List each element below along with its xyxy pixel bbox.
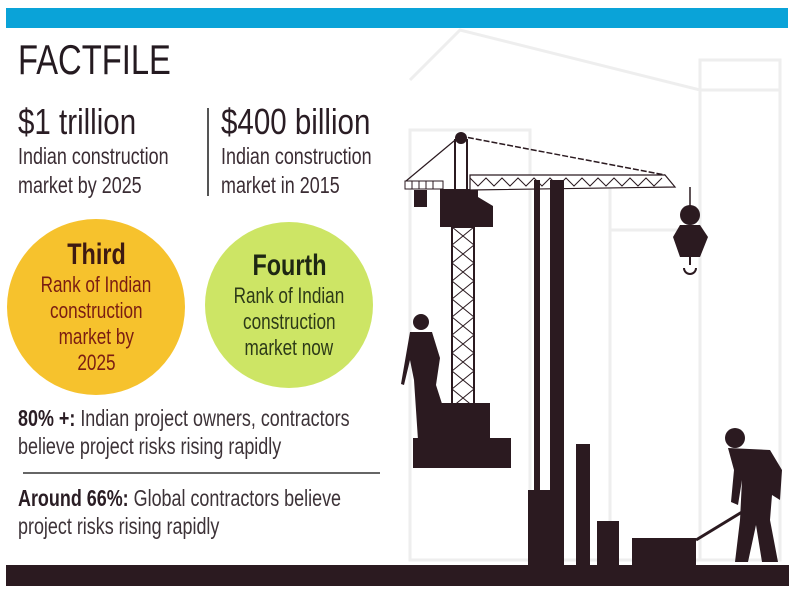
rank-third-badge: Third Rank of Indian construction market… bbox=[7, 219, 185, 395]
note-label: Around 66%: bbox=[18, 485, 129, 511]
notes-divider bbox=[23, 472, 380, 474]
worker-digging-icon bbox=[695, 428, 782, 562]
note-text: Global contractors believe bbox=[133, 485, 342, 511]
stat-value: $1 trillion bbox=[18, 101, 137, 142]
stat-divider bbox=[207, 108, 209, 196]
note-text: Indian project owners, contractors bbox=[80, 405, 350, 431]
stat-caption-line: market in 2015 bbox=[221, 172, 340, 198]
note-text: project risks rising rapidly bbox=[18, 513, 220, 539]
stat-value: $400 billion bbox=[221, 101, 371, 142]
stat-caption-line: market by 2025 bbox=[18, 172, 142, 198]
note-80-percent: 80% +: Indian project owners, contractor… bbox=[18, 404, 350, 460]
badge-line: market now bbox=[244, 335, 334, 360]
badge-line: Rank of Indian bbox=[233, 283, 345, 308]
stat-caption-line: Indian construction bbox=[221, 143, 372, 169]
badge-line: construction bbox=[242, 309, 336, 334]
badge-line: 2025 bbox=[76, 350, 116, 375]
rank-fourth-badge: Fourth Rank of Indian construction marke… bbox=[205, 222, 373, 388]
ground-blocks-icon bbox=[576, 444, 696, 569]
badge-line: Rank of Indian bbox=[40, 272, 152, 297]
worker-standing-icon bbox=[401, 314, 444, 440]
ground-base-bar bbox=[6, 565, 789, 586]
header-bar bbox=[6, 8, 788, 28]
badge-line: construction bbox=[49, 298, 143, 323]
stat-400-billion: $400 billion Indian construction market … bbox=[221, 102, 414, 200]
steps-block-icon bbox=[413, 403, 511, 468]
crane-hook-icon bbox=[673, 187, 708, 275]
badge-heading: Fourth bbox=[251, 249, 327, 282]
note-label: 80% +: bbox=[18, 405, 76, 431]
tower-crane-icon bbox=[404, 132, 677, 565]
badge-line: market by bbox=[58, 324, 134, 349]
page-title: FACTFILE bbox=[18, 36, 171, 83]
note-text: believe project risks rising rapidly bbox=[18, 433, 282, 459]
badge-heading: Third bbox=[66, 238, 126, 271]
stat-1-trillion: $1 trillion Indian construction market b… bbox=[18, 102, 211, 200]
note-66-percent: Around 66%: Global contractors believe p… bbox=[18, 484, 341, 540]
stat-caption-line: Indian construction bbox=[18, 143, 169, 169]
